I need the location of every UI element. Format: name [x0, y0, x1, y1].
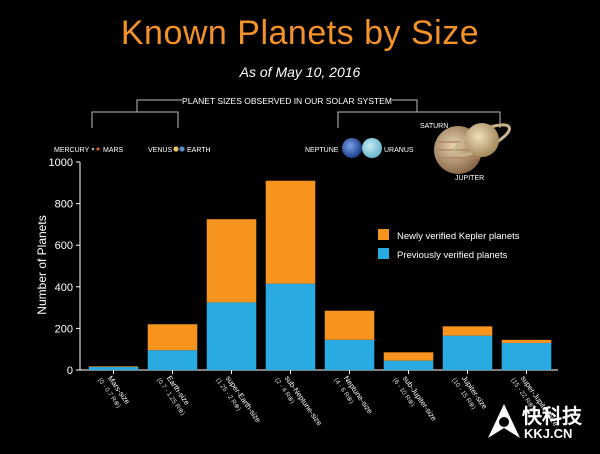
legend: Newly verified Kepler planets Previously… [378, 229, 520, 261]
bar-kepler [324, 310, 375, 340]
bar-previous [324, 339, 375, 370]
bar-previous [383, 360, 434, 370]
legend-label-kepler: Newly verified Kepler planets [397, 231, 520, 242]
legend-swatch-kepler [378, 229, 389, 240]
earth-icon [179, 146, 185, 152]
watermark-cn: 快科技 [522, 404, 582, 428]
bars [88, 180, 552, 370]
bar-previous [147, 350, 198, 370]
bar-kepler [88, 366, 139, 367]
neptune-icon [342, 138, 362, 158]
bar-previous [206, 302, 257, 370]
legend-label-previous: Previously verified planets [397, 250, 508, 261]
x-tick-label-group: Mars-size(0 - 0.7 R⊕) [96, 374, 132, 409]
x-tick-label-group: super-Earth-size(1.25 - 2 R⊕) [214, 374, 263, 424]
venus-icon [173, 146, 179, 152]
bar-previous [501, 342, 552, 370]
uranus-icon [362, 138, 382, 158]
watermark-en: KKJ.CN [524, 426, 573, 441]
y-tick-label: 800 [55, 199, 73, 211]
mars-icon [96, 147, 100, 151]
venus-label: VENUS [148, 147, 172, 154]
x-tick-label-group: sub-Jupiter-size(6 - 10 R⊕) [391, 374, 438, 423]
x-tick-label-group: Earth-size(0.7 - 1.25 R⊕) [155, 374, 191, 417]
y-tick-label: 200 [55, 323, 73, 335]
bar-kepler [147, 324, 198, 351]
bar-kepler [265, 180, 316, 284]
mercury-icon [91, 147, 95, 151]
solar-system-bracket [91, 99, 501, 128]
bar-previous [88, 366, 139, 370]
legend-swatch-previous [378, 248, 389, 259]
jupiter-label: JUPITER [455, 175, 484, 182]
y-tick-label: 600 [55, 240, 73, 252]
mars-label: MARS [103, 147, 124, 154]
watermark-logo: 快科技 KKJ.CN [484, 398, 594, 448]
y-axis-label: Number of Planets [35, 215, 49, 314]
uranus-label: URANUS [384, 147, 414, 154]
chart-title: Known Planets by Size [120, 14, 480, 52]
y-tick-label: 0 [67, 365, 73, 377]
bar-kepler [501, 339, 552, 343]
neptune-label: NEPTUNE [305, 147, 339, 154]
solar-system-header: PLANET SIZES OBSERVED IN OUR SOLAR SYSTE… [182, 96, 392, 106]
bar-previous [265, 283, 316, 370]
earth-label: EARTH [187, 147, 211, 154]
y-tick-label: 400 [55, 282, 73, 294]
bar-kepler [206, 219, 257, 303]
saturn-label: SATURN [420, 123, 448, 130]
y-tick-label: 1000 [49, 157, 73, 169]
bar-kepler [383, 352, 434, 361]
mercury-label: MERCURY [54, 147, 90, 154]
chart-subtitle: As of May 10, 2016 [239, 64, 361, 80]
saturn-icon [453, 123, 511, 157]
x-tick-label-group: Neptune-size(4 - 6 R⊕) [332, 374, 374, 415]
x-tick-label-group: sub-Neptune-size(2 - 4 R⊕) [273, 374, 324, 427]
bar-previous [442, 335, 493, 370]
bar-kepler [442, 326, 493, 336]
